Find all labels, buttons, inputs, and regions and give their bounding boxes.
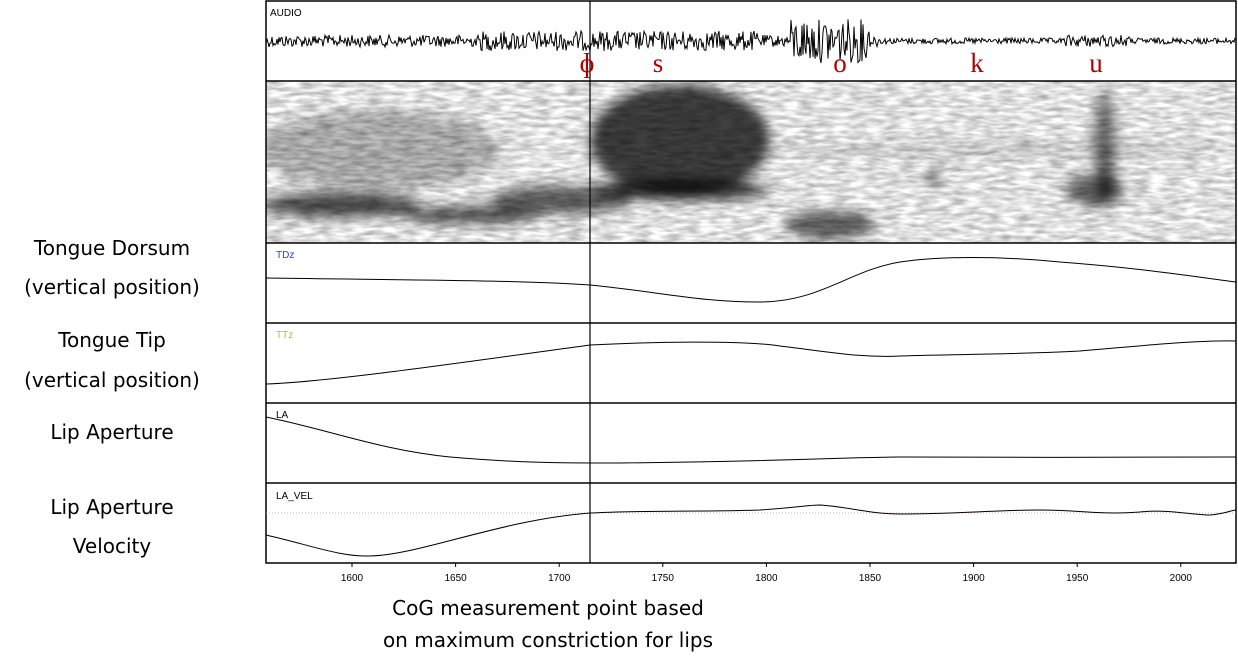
- phoneme-label: ɸ: [580, 48, 595, 78]
- tdz-trace: [265, 257, 1237, 303]
- phoneme-label: s: [653, 48, 664, 78]
- panel-label: LA: [276, 410, 289, 421]
- spectrogram: [266, 81, 1236, 243]
- x-tick-label: 1950: [1066, 573, 1089, 584]
- panel-label: AUDIO: [270, 8, 302, 19]
- audio-waveform: [265, 19, 1237, 64]
- x-tick-label: 1800: [755, 573, 778, 584]
- x-tick-label: 1600: [341, 573, 364, 584]
- phoneme-label: u: [1089, 48, 1103, 78]
- panel-dividers: [266, 80, 1236, 484]
- side-label: (vertical position): [24, 275, 200, 299]
- side-label: Tongue Tip: [57, 328, 166, 352]
- x-tick-label: 2000: [1170, 573, 1193, 584]
- side-label: Tongue Dorsum: [33, 236, 190, 260]
- caption: CoG measurement point based: [392, 596, 704, 620]
- ttz-trace: [265, 340, 1237, 385]
- phoneme-label: k: [970, 48, 984, 78]
- x-tick-label: 1700: [548, 573, 571, 584]
- la-trace: [265, 416, 1237, 464]
- panel-label: TTz: [276, 330, 293, 341]
- phoneme-label: o: [833, 48, 847, 78]
- side-label: (vertical position): [24, 368, 200, 392]
- side-label: Lip Aperture: [50, 420, 173, 444]
- panel-label: LA_VEL: [276, 491, 313, 502]
- x-tick-label: 1900: [962, 573, 985, 584]
- x-tick-label: 1850: [859, 573, 882, 584]
- x-tick-label: 1650: [444, 573, 467, 584]
- x-tick-label: 1750: [652, 573, 675, 584]
- side-label: Velocity: [73, 534, 152, 558]
- panel-label: TDz: [276, 250, 294, 261]
- side-label: Lip Aperture: [50, 495, 173, 519]
- la-vel-trace: [265, 504, 1237, 557]
- caption: on maximum constriction for lips: [383, 628, 713, 652]
